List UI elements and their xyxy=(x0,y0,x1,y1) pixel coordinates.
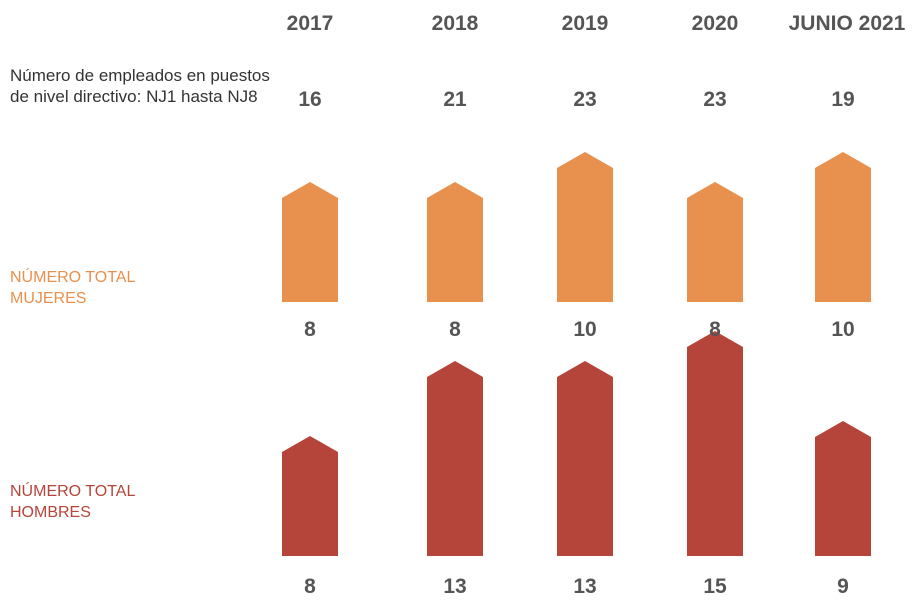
value-label-hombres: 15 xyxy=(703,575,727,598)
chart-description: Número de empleados en puestos de nivel … xyxy=(10,66,270,106)
bar-mujeres xyxy=(427,182,483,302)
series-label-mujeres: NÚMERO TOTAL MUJERES xyxy=(10,269,135,307)
value-label-mujeres: 8 xyxy=(304,318,316,341)
bar-hombres xyxy=(687,331,743,556)
value-label-hombres: 9 xyxy=(837,575,849,598)
total-value: 21 xyxy=(443,88,467,111)
value-label-mujeres: 8 xyxy=(709,318,721,341)
total-value: 19 xyxy=(831,88,855,111)
bar-hombres xyxy=(282,436,338,556)
year-label: JUNIO 2021 xyxy=(788,12,906,35)
year-label: 2017 xyxy=(286,12,334,35)
bar-hombres xyxy=(427,361,483,556)
value-label-hombres: 8 xyxy=(304,575,316,598)
value-label-hombres: 13 xyxy=(443,575,467,598)
total-value: 23 xyxy=(703,88,727,111)
total-value: 23 xyxy=(573,88,597,111)
value-label-mujeres: 10 xyxy=(573,318,597,341)
series-label-hombres: NÚMERO TOTAL HOMBRES xyxy=(10,483,135,521)
bar-mujeres xyxy=(687,182,743,302)
year-label: 2020 xyxy=(691,12,739,35)
bar-mujeres xyxy=(282,182,338,302)
bar-mujeres xyxy=(557,152,613,302)
year-label: 2018 xyxy=(431,12,479,35)
value-label-hombres: 13 xyxy=(573,575,597,598)
year-label: 2019 xyxy=(561,12,609,35)
value-label-mujeres: 8 xyxy=(449,318,461,341)
total-value: 16 xyxy=(298,88,322,111)
bar-hombres xyxy=(557,361,613,556)
value-label-mujeres: 10 xyxy=(831,318,855,341)
bar-hombres xyxy=(815,421,871,556)
bar-mujeres xyxy=(815,152,871,302)
